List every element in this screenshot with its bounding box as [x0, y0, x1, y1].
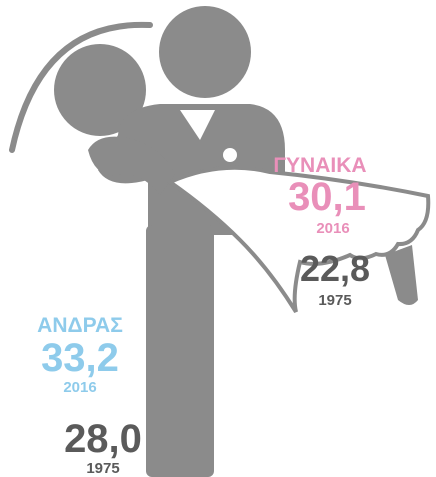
woman-value-2016: 30,1 — [288, 175, 366, 219]
dress — [165, 165, 431, 314]
woman-label: ΓΥΝΑΙΚΑ — [273, 154, 366, 177]
woman-year-1975: 1975 — [318, 292, 351, 309]
woman-year-2016: 2016 — [316, 220, 349, 237]
woman-value-1975: 22,8 — [300, 248, 370, 289]
man-year-1975: 1975 — [86, 460, 119, 477]
man-year-2016: 2016 — [63, 379, 96, 396]
couple-illustration — [9, 6, 418, 477]
man-label: ΑΝΔΡΑΣ — [37, 314, 123, 337]
man-value-1975: 28,0 — [64, 417, 142, 461]
man-value-2016: 33,2 — [41, 336, 119, 380]
